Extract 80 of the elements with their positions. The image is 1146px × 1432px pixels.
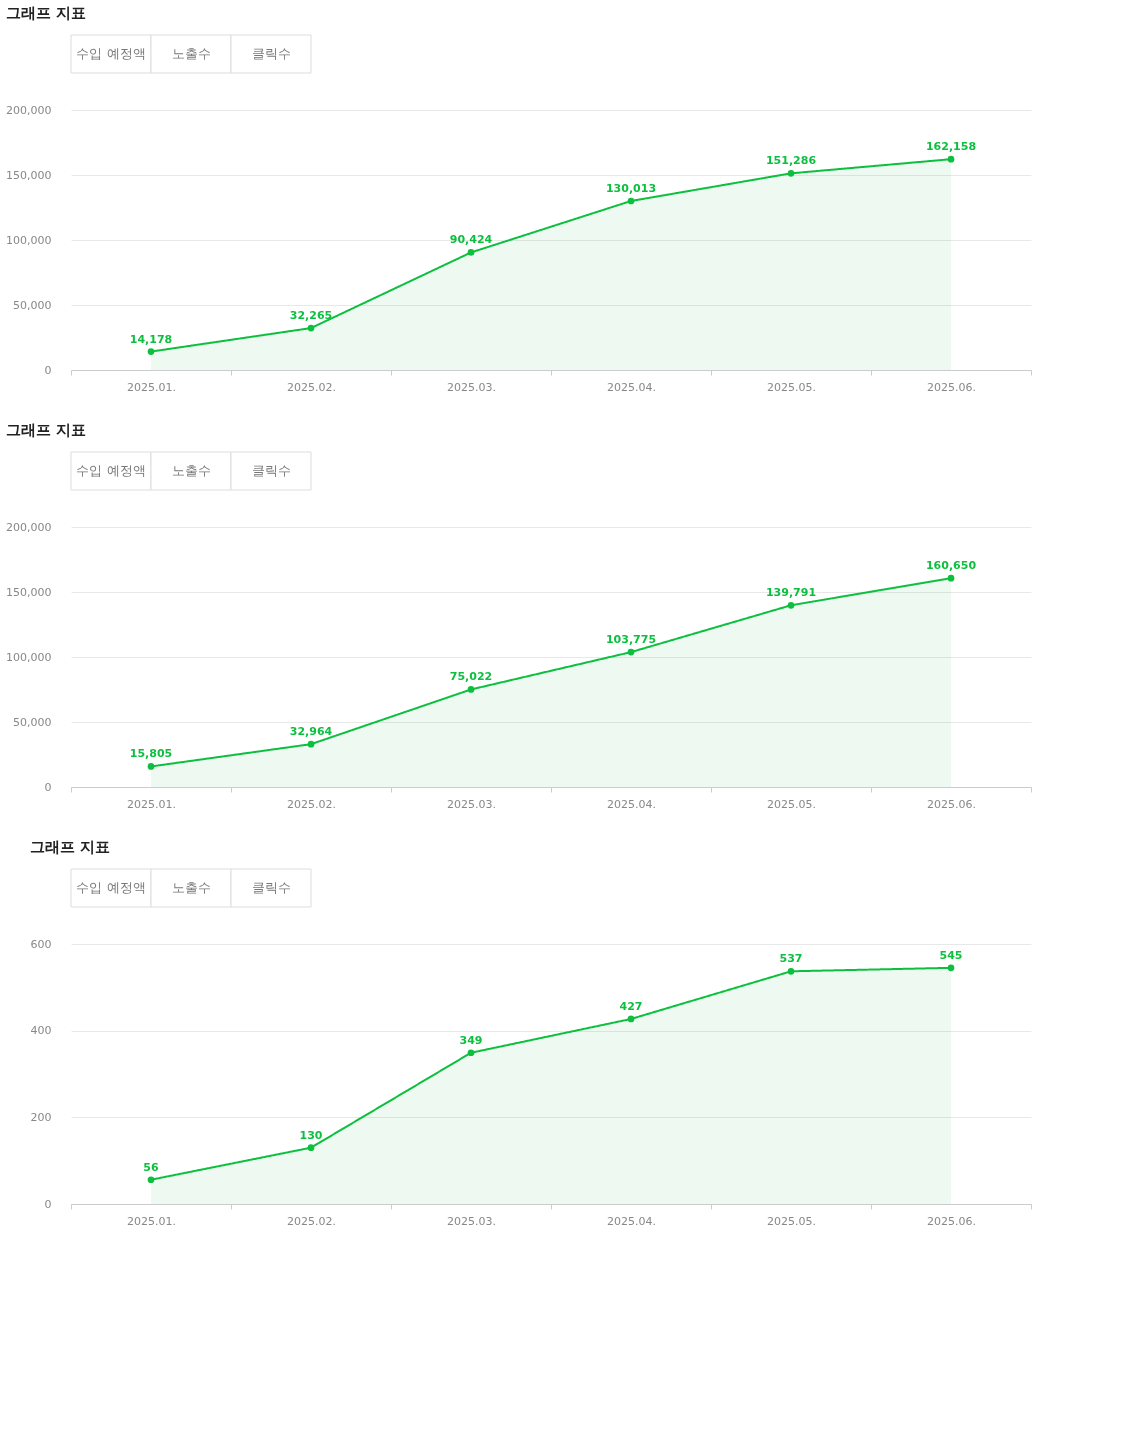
point (307, 324, 315, 332)
y-tick-label: 50,000 (13, 298, 52, 312)
y-tick-label: 50,000 (13, 715, 52, 729)
text: 수입 예정액 (76, 463, 146, 478)
y-tick-label: 600 (30, 937, 52, 951)
point (947, 155, 955, 163)
point (947, 964, 955, 972)
x-tick-label: 2025.04. (607, 1214, 656, 1228)
text: 노출수 (171, 463, 211, 478)
data-label: 75,022 (449, 670, 493, 684)
y-tick-label: 200,000 (6, 103, 52, 117)
chart-title: 그래프 지표 (5, 3, 86, 22)
point (307, 740, 315, 748)
y-tick-label: 200,000 (6, 520, 52, 534)
point (147, 763, 155, 770)
x-tick-label: 2025.06. (927, 797, 976, 811)
data-label: 32,265 (289, 309, 333, 323)
point (787, 169, 795, 177)
text: 노출수 (171, 46, 211, 61)
x-tick-label: 2025.03. (447, 797, 496, 811)
x-tick-label: 2025.05. (767, 1214, 816, 1228)
point (627, 1015, 635, 1023)
data-label: 130,013 (605, 181, 657, 195)
y-tick-label: 150,000 (6, 585, 52, 599)
point (627, 648, 635, 656)
x-tick-label: 2025.06. (927, 1214, 976, 1228)
point (467, 249, 475, 256)
y-tick-label: 400 (30, 1024, 52, 1038)
data-label: 151,286 (765, 154, 817, 168)
y-tick-label: 100,000 (6, 233, 52, 247)
chart-title: 그래프 지표 (5, 420, 86, 439)
chart-title: 그래프 지표 (30, 837, 111, 856)
data-label: 56 (143, 1160, 159, 1174)
text: 클릭수 (251, 46, 291, 61)
data-label: 427 (619, 999, 643, 1013)
y-tick-label: 0 (44, 1197, 52, 1211)
point (147, 348, 155, 355)
data-label: 162,158 (925, 140, 977, 154)
data-label: 349 (459, 1033, 483, 1047)
text: 노출수 (171, 880, 211, 895)
point (787, 967, 795, 975)
data-label: 15,805 (129, 747, 173, 761)
x-tick-label: 2025.02. (287, 380, 336, 394)
data-label: 14,178 (129, 332, 173, 346)
y-tick-label: 200 (30, 1110, 52, 1124)
x-tick-label: 2025.01. (127, 1214, 176, 1228)
data-label: 537 (779, 952, 803, 966)
x-tick-label: 2025.01. (127, 380, 176, 394)
data-label: 103,775 (605, 633, 657, 647)
point (147, 1176, 155, 1184)
data-label: 32,964 (289, 725, 333, 739)
x-tick-label: 2025.05. (767, 797, 816, 811)
y-tick-label: 0 (44, 780, 52, 794)
data-label: 545 (939, 948, 963, 962)
x-tick-label: 2025.04. (607, 380, 656, 394)
point (627, 197, 635, 205)
point (307, 1144, 315, 1152)
data-label: 139,791 (765, 586, 817, 600)
x-tick-label: 2025.05. (767, 380, 816, 394)
text: 클릭수 (251, 463, 291, 478)
x-tick-label: 2025.02. (287, 1214, 336, 1228)
y-tick-label: 150,000 (6, 168, 52, 182)
x-tick-label: 2025.02. (287, 797, 336, 811)
y-tick-label: 100,000 (6, 650, 52, 664)
x-tick-label: 2025.01. (127, 797, 176, 811)
text: 수입 예정액 (76, 880, 146, 895)
x-tick-label: 2025.04. (607, 797, 656, 811)
point (787, 601, 795, 609)
text: 수입 예정액 (76, 46, 146, 61)
data-label: 160,650 (925, 559, 977, 573)
data-label: 130 (299, 1128, 323, 1142)
x-tick-label: 2025.03. (447, 380, 496, 394)
text: 클릭수 (251, 880, 291, 895)
point (467, 1049, 475, 1057)
y-tick-label: 0 (44, 363, 52, 377)
x-tick-label: 2025.03. (447, 1214, 496, 1228)
point (947, 574, 955, 582)
point (467, 686, 475, 693)
x-tick-label: 2025.06. (927, 380, 976, 394)
data-label: 90,424 (449, 233, 493, 247)
